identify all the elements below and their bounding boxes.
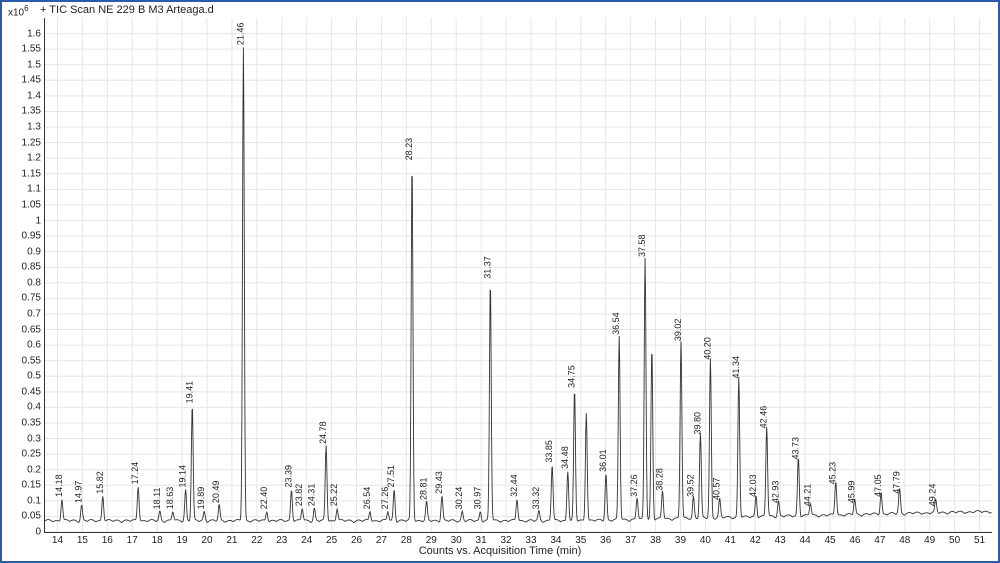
peak-label: 33.85 — [544, 440, 554, 463]
peak-label: 40.20 — [702, 337, 712, 360]
peak-label: 27.51 — [386, 465, 396, 488]
peak-label: 21.46 — [235, 23, 245, 46]
peak-label: 49.24 — [928, 484, 938, 507]
y-tick: 1 — [35, 215, 41, 226]
y-tick: 1.45 — [22, 75, 41, 86]
y-tick: 1.15 — [22, 168, 41, 179]
y-tick: 0.75 — [22, 293, 41, 304]
peak-label: 38.28 — [655, 468, 665, 491]
y-tick: 0 — [35, 527, 41, 538]
peak-label: 37.26 — [629, 474, 639, 497]
peak-label: 23.82 — [294, 484, 304, 507]
peak-label: 30.97 — [472, 487, 482, 510]
y-tick: 0.85 — [22, 262, 41, 273]
y-tick: 1.25 — [22, 137, 41, 148]
y-axis-exponent: x106 — [8, 4, 29, 18]
peak-label: 15.82 — [95, 471, 105, 494]
peak-label: 47.79 — [892, 471, 902, 494]
peak-label: 42.93 — [770, 481, 780, 504]
y-tick: 0.4 — [27, 402, 41, 413]
y-tick: 1.1 — [27, 184, 41, 195]
peak-label: 39.02 — [673, 319, 683, 342]
peak-label: 24.31 — [306, 484, 316, 507]
y-tick: 0.6 — [27, 340, 41, 351]
peak-label: 14.97 — [74, 481, 84, 504]
peak-label: 19.41 — [184, 381, 194, 404]
y-tick: 0.2 — [27, 464, 41, 475]
peak-label: 24.78 — [318, 421, 328, 444]
peak-label: 30.24 — [454, 487, 464, 510]
x-axis-label: Counts vs. Acquisition Time (min) — [2, 545, 998, 557]
peak-label: 19.89 — [196, 487, 206, 510]
peak-label: 42.03 — [748, 474, 758, 497]
peak-label: 23.39 — [283, 465, 293, 488]
chart-frame: x106 + TIC Scan NE 229 B M3 Arteaga.d 14… — [0, 0, 1000, 563]
y-tick: 0.25 — [22, 449, 41, 460]
peak-label: 14.18 — [54, 474, 64, 497]
y-tick: 1.2 — [27, 153, 41, 164]
peak-label: 22.40 — [259, 487, 269, 510]
y-tick: 1.5 — [27, 59, 41, 70]
peak-label: 18.11 — [152, 487, 162, 509]
y-tick: 1.4 — [27, 90, 41, 101]
peak-label: 41.34 — [731, 356, 741, 379]
y-tick: 0.8 — [27, 277, 41, 288]
y-tick: 0.15 — [22, 480, 41, 491]
y-tick: 1.6 — [27, 28, 41, 39]
peak-label: 40.57 — [712, 477, 722, 500]
peak-label: 47.05 — [873, 474, 883, 497]
y-tick: 0.35 — [22, 417, 41, 428]
y-tick: 0.05 — [22, 511, 41, 522]
peak-label: 32.44 — [509, 474, 519, 497]
tic-trace — [45, 47, 992, 522]
plot-svg: 14.18 14.97 15.82 17.24 18.1118.6319.14 19.41… — [45, 18, 992, 532]
plot-title: + TIC Scan NE 229 B M3 Arteaga.d — [40, 4, 214, 16]
peak-label: 43.73 — [790, 437, 800, 460]
peak-label: 26.54 — [362, 487, 372, 510]
peak-label: 25.22 — [329, 484, 339, 507]
peak-label: 42.46 — [759, 406, 769, 429]
y-tick: 0.5 — [27, 371, 41, 382]
chromatogram-plot: 14.18 14.97 15.82 17.24 18.1118.6319.14 19.41… — [44, 18, 992, 533]
peak-label: 17.24 — [130, 462, 140, 485]
peak-label: 29.43 — [434, 471, 444, 494]
peak-label: 34.75 — [567, 365, 577, 388]
y-tick: 0.65 — [22, 324, 41, 335]
peak-label: 45.23 — [828, 462, 838, 485]
y-tick: 1.35 — [22, 106, 41, 117]
y-tick: 1.55 — [22, 44, 41, 55]
peak-label: 45.99 — [847, 481, 857, 504]
peak-label: 28.23 — [404, 138, 414, 161]
peak-label: 37.58 — [637, 234, 647, 257]
peak-label: 27.26 — [380, 487, 390, 510]
peak-label: 44.21 — [802, 484, 812, 507]
peak-label: 39.52 — [685, 474, 695, 497]
peak-label: 36.54 — [611, 312, 621, 335]
y-tick: 0.45 — [22, 386, 41, 397]
peak-label: 19.14 — [178, 465, 188, 488]
peak-label: 18.63 — [165, 487, 175, 510]
y-tick: 0.1 — [27, 495, 41, 506]
y-tick: 1.3 — [27, 122, 41, 133]
y-tick: 0.7 — [27, 308, 41, 319]
peak-label: 36.01 — [598, 449, 608, 472]
y-tick: 1.05 — [22, 199, 41, 210]
peak-label: 34.48 — [560, 446, 570, 469]
peak-label: 20.49 — [211, 481, 221, 504]
y-tick: 0.55 — [22, 355, 41, 366]
peak-label: 39.80 — [692, 412, 702, 435]
y-tick: 0.9 — [27, 246, 41, 257]
peak-label: 33.32 — [531, 487, 541, 510]
peak-label: 31.37 — [482, 256, 492, 279]
y-tick: 0.3 — [27, 433, 41, 444]
peak-label: 28.81 — [419, 477, 429, 500]
y-tick: 0.95 — [22, 231, 41, 242]
